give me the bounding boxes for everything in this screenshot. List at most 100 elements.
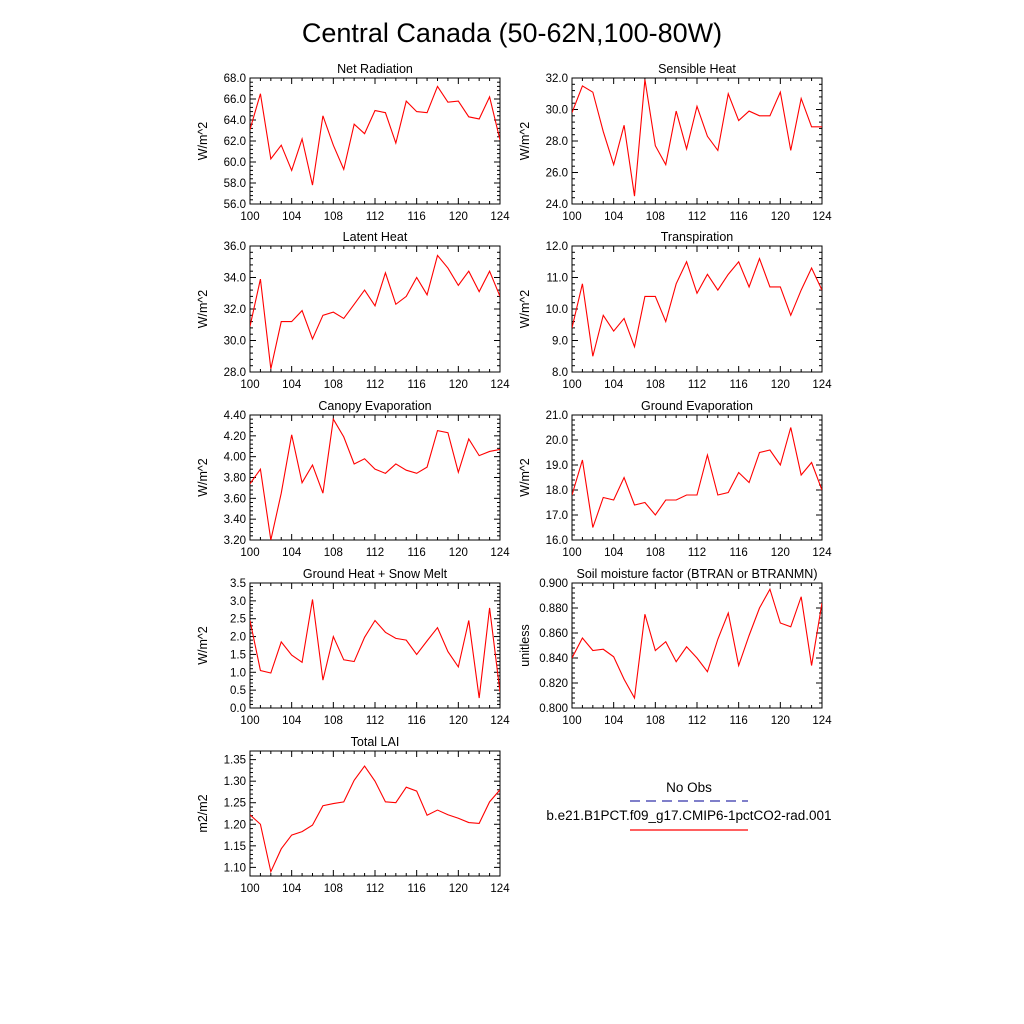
y-axis-label: W/m^2 [518, 290, 532, 329]
series-line [250, 85, 500, 186]
x-tick-label: 104 [282, 211, 302, 223]
y-tick-label: 68.0 [224, 73, 246, 85]
y-tick-label: 3.80 [224, 473, 246, 485]
x-tick-label: 120 [771, 547, 790, 559]
y-tick-label: 32.0 [224, 304, 246, 316]
y-tick-label: 19.0 [546, 460, 568, 472]
legend-obs-label: No Obs [666, 780, 712, 795]
y-tick-label: 1.10 [224, 862, 246, 874]
x-tick-label: 116 [407, 547, 425, 559]
legend: No Obs b.e21.B1PCT.f09_g17.CMIP6-1pctCO2… [546, 780, 832, 831]
panel-net-radiation: Net Radiation W/m^2 100 104 108 112 116 120 124 5… [196, 62, 510, 223]
y-tick-label: 26.0 [546, 168, 568, 180]
y-tick-label: 21.0 [546, 410, 568, 422]
y-axis-label: W/m^2 [196, 290, 210, 329]
x-tick-label: 120 [771, 379, 790, 391]
y-axis-label: W/m^2 [196, 626, 210, 665]
x-tick-label: 108 [324, 715, 343, 727]
panel-title: Ground Evaporation [641, 399, 753, 413]
y-axis-label: unitless [518, 624, 532, 666]
plot-frame [249, 245, 501, 373]
plot-frame [571, 414, 823, 541]
plot-frame [249, 414, 501, 541]
series-line [572, 257, 822, 357]
panel-title: Soil moisture factor (BTRAN or BTRANMN) [576, 567, 817, 581]
x-tick-label: 116 [729, 547, 747, 559]
x-tick-label: 116 [407, 211, 425, 223]
x-tick-label: 120 [449, 211, 468, 223]
x-tick-label: 108 [324, 379, 343, 391]
y-tick-label: 62.0 [224, 136, 246, 148]
panel-total-lai: Total LAI m2/m2 100 104 108 112 116 120 124 1.10 1… [196, 735, 510, 895]
x-tick-label: 120 [449, 379, 468, 391]
y-tick-label: 34.0 [224, 273, 246, 285]
x-tick-label: 112 [688, 211, 706, 223]
y-tick-label: 1.0 [230, 667, 246, 679]
series-line [250, 254, 500, 369]
panel-latent-heat: Latent Heat W/m^2 100 104 108 112 116 120 124 28.… [196, 230, 510, 391]
x-tick-label: 100 [562, 211, 581, 223]
x-tick-label: 112 [366, 379, 384, 391]
y-tick-label: 56.0 [224, 199, 246, 211]
x-tick-label: 104 [604, 379, 624, 391]
y-tick-label: 0.900 [539, 578, 568, 590]
series-line [250, 599, 500, 699]
y-tick-label: 17.0 [546, 510, 568, 522]
x-tick-label: 108 [646, 715, 665, 727]
x-tick-label: 104 [282, 547, 302, 559]
x-tick-label: 108 [324, 547, 343, 559]
y-tick-label: 30.0 [546, 105, 568, 117]
x-tick-label: 108 [324, 883, 343, 895]
y-tick-label: 0.860 [539, 628, 568, 640]
y-tick-label: 3.40 [224, 514, 246, 526]
panel-title: Latent Heat [343, 230, 408, 244]
x-tick-label: 104 [604, 211, 624, 223]
series-line [250, 765, 500, 874]
page-title: Central Canada (50-62N,100-80W) [302, 18, 722, 48]
y-tick-label: 11.0 [546, 273, 568, 285]
x-tick-label: 116 [729, 211, 747, 223]
x-tick-label: 124 [490, 883, 510, 895]
x-tick-label: 100 [240, 715, 259, 727]
x-tick-label: 108 [646, 379, 665, 391]
x-tick-label: 120 [449, 547, 468, 559]
y-tick-label: 3.60 [224, 493, 246, 505]
y-tick-label: 64.0 [224, 115, 246, 127]
panel-title: Transpiration [661, 230, 734, 244]
series-line [250, 417, 500, 540]
x-tick-label: 120 [771, 715, 790, 727]
y-tick-label: 3.5 [230, 578, 246, 590]
y-tick-label: 66.0 [224, 94, 246, 106]
x-tick-label: 100 [240, 883, 259, 895]
y-tick-label: 1.5 [230, 649, 246, 661]
x-tick-label: 116 [407, 883, 425, 895]
x-tick-label: 108 [646, 211, 665, 223]
x-tick-label: 124 [812, 379, 832, 391]
panel-canopy-evaporation: Canopy Evaporation W/m^2 100 104 108 112 116 12… [196, 399, 510, 559]
y-tick-label: 0.5 [230, 685, 246, 697]
y-tick-label: 0.820 [539, 678, 568, 690]
plot-frame [571, 77, 823, 205]
x-tick-label: 100 [562, 547, 581, 559]
x-tick-label: 104 [282, 883, 302, 895]
x-tick-label: 112 [366, 211, 384, 223]
panel-title: Total LAI [351, 735, 400, 749]
y-axis-label: W/m^2 [196, 122, 210, 161]
x-tick-label: 124 [490, 211, 510, 223]
series-line [572, 79, 822, 197]
x-tick-label: 120 [449, 715, 468, 727]
plot-frame [249, 77, 501, 205]
x-tick-label: 112 [688, 379, 706, 391]
y-tick-label: 1.25 [224, 798, 246, 810]
x-tick-label: 100 [240, 547, 259, 559]
y-tick-label: 28.0 [546, 136, 568, 148]
y-tick-label: 30.0 [224, 336, 246, 348]
panel-transpiration: Transpiration W/m^2 100 104 108 112 116 120 124 8… [518, 230, 832, 391]
series-line [572, 587, 822, 700]
y-tick-label: 1.15 [224, 841, 246, 853]
y-tick-label: 60.0 [224, 157, 246, 169]
x-tick-label: 104 [282, 715, 302, 727]
y-tick-label: 20.0 [546, 435, 568, 447]
y-tick-label: 10.0 [546, 304, 568, 316]
